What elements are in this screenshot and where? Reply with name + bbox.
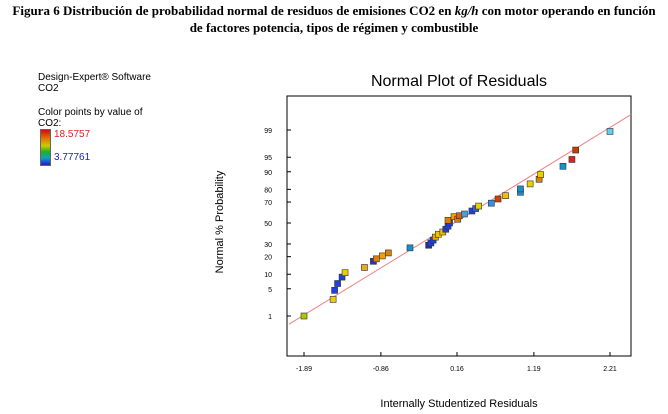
data-point-36	[537, 171, 544, 178]
y-tick-label-6: 70	[264, 200, 272, 207]
y-tick-label-1: 5	[268, 287, 272, 294]
y-tick-label-4: 30	[264, 242, 272, 249]
y-tick-label-3: 20	[264, 255, 272, 262]
y-tick-label-9: 95	[264, 155, 272, 162]
data-point-34	[526, 180, 534, 188]
response-name: CO2	[38, 83, 59, 94]
data-point-33	[517, 185, 524, 193]
caption-line-2: de factores potencia, tipos de régimen y…	[189, 20, 479, 35]
legend-high-value: 18.5757	[54, 129, 91, 140]
legend-low-value: 3.77761	[54, 152, 91, 163]
data-point-38	[568, 156, 576, 163]
data-point-2	[331, 287, 338, 294]
x-tick-label-4: 2.21	[603, 366, 617, 373]
data-point-8	[373, 255, 380, 263]
data-point-10	[385, 249, 392, 257]
data-point-39	[572, 146, 579, 154]
data-point-37	[559, 162, 567, 170]
y-tick-label-5: 50	[264, 221, 272, 228]
software-info: Design-Expert® Software CO2 Color points…	[38, 72, 151, 129]
data-point-28	[475, 202, 482, 210]
data-point-40	[606, 128, 614, 135]
plot-frame	[286, 95, 632, 357]
data-point-31	[502, 192, 509, 199]
y-tick-label-0: 1	[268, 314, 272, 321]
caption-line-1: Figura 6 Distribución de probabilidad no…	[12, 3, 656, 18]
color-legend	[40, 129, 51, 166]
x-tick-label-3: 1.19	[527, 366, 541, 373]
software-name: Design-Expert® Software	[38, 72, 151, 83]
data-point-5	[341, 269, 349, 276]
data-point-25	[461, 210, 468, 218]
x-tick-label-1: -0.86	[373, 366, 389, 373]
figure-caption: Figura 6 Distribución de probabilidad no…	[0, 2, 668, 36]
data-point-11	[406, 244, 414, 252]
x-tick-label-0: -1.89	[296, 366, 312, 373]
y-tick-label-2: 10	[264, 272, 272, 279]
x-axis-label: Internally Studentized Residuals	[380, 398, 538, 410]
x-tick-label-2: 0.16	[450, 366, 464, 373]
data-point-9	[379, 252, 386, 260]
y-tick-label-10: 99	[264, 128, 272, 135]
data-point-29	[488, 199, 495, 207]
data-point-30	[494, 195, 502, 203]
data-point-3	[334, 280, 341, 287]
data-point-1	[329, 296, 337, 303]
data-point-21	[444, 216, 452, 224]
color-by-label: Color points by value of	[38, 107, 143, 118]
chart-title: Normal Plot of Residuals	[370, 73, 548, 90]
y-tick-label-7: 80	[264, 187, 272, 194]
data-point-0	[300, 312, 308, 320]
y-tick-label-8: 90	[264, 170, 272, 177]
color-gradient-bar	[40, 129, 51, 166]
color-by-variable: CO2:	[38, 118, 62, 129]
data-point-6	[361, 264, 368, 271]
